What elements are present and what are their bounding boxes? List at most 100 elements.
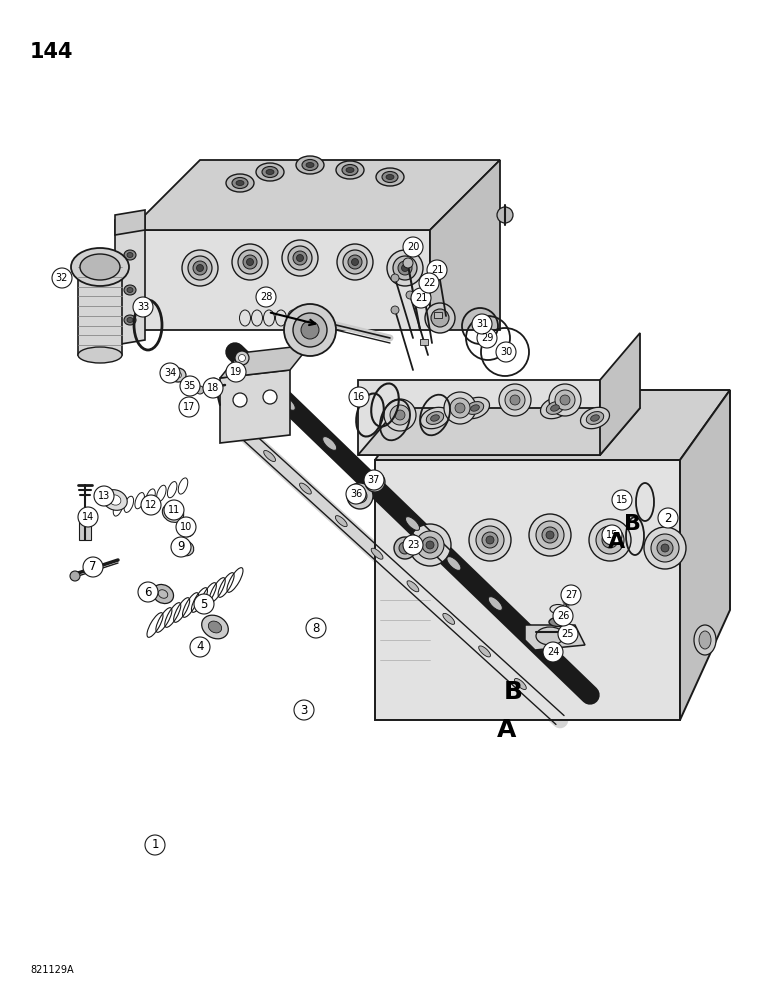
Circle shape	[411, 288, 431, 308]
Ellipse shape	[407, 581, 419, 592]
Circle shape	[543, 642, 563, 662]
Text: 16: 16	[353, 392, 365, 402]
Circle shape	[496, 342, 516, 362]
Ellipse shape	[293, 313, 327, 347]
Ellipse shape	[162, 504, 184, 522]
Text: B: B	[503, 680, 523, 704]
Text: 36: 36	[350, 489, 362, 499]
Ellipse shape	[323, 437, 337, 450]
Ellipse shape	[542, 527, 558, 543]
Text: 30: 30	[500, 347, 512, 357]
Ellipse shape	[256, 163, 284, 181]
Ellipse shape	[208, 621, 222, 633]
Ellipse shape	[405, 517, 419, 530]
Ellipse shape	[549, 384, 581, 416]
Text: 25: 25	[562, 629, 574, 639]
Ellipse shape	[606, 536, 614, 544]
Text: 18: 18	[207, 383, 219, 393]
Text: 11: 11	[168, 505, 180, 515]
Ellipse shape	[591, 415, 599, 421]
Ellipse shape	[193, 261, 207, 275]
Ellipse shape	[342, 164, 358, 176]
Ellipse shape	[550, 405, 560, 411]
Ellipse shape	[243, 255, 257, 269]
Ellipse shape	[302, 159, 318, 170]
Ellipse shape	[262, 166, 278, 178]
Text: 821129A: 821129A	[30, 965, 73, 975]
Circle shape	[477, 328, 497, 348]
Text: 19: 19	[230, 367, 242, 377]
Circle shape	[612, 490, 632, 510]
Ellipse shape	[426, 412, 444, 424]
Ellipse shape	[394, 537, 416, 559]
Circle shape	[176, 517, 196, 537]
Ellipse shape	[376, 168, 404, 186]
Ellipse shape	[602, 532, 618, 548]
Text: 15: 15	[616, 495, 628, 505]
Ellipse shape	[393, 256, 417, 280]
Polygon shape	[130, 160, 500, 230]
Circle shape	[419, 273, 439, 293]
Ellipse shape	[450, 398, 470, 418]
Ellipse shape	[540, 397, 570, 419]
Ellipse shape	[471, 405, 479, 411]
Ellipse shape	[239, 355, 245, 361]
Text: 12: 12	[145, 500, 157, 510]
Ellipse shape	[235, 351, 249, 365]
Ellipse shape	[301, 321, 319, 339]
Polygon shape	[115, 210, 145, 235]
Ellipse shape	[170, 368, 186, 382]
Ellipse shape	[70, 571, 80, 581]
Ellipse shape	[694, 625, 716, 655]
Ellipse shape	[174, 372, 181, 378]
Ellipse shape	[426, 541, 434, 549]
Text: 10: 10	[180, 522, 192, 532]
Ellipse shape	[347, 483, 373, 509]
Text: 32: 32	[56, 273, 68, 283]
Ellipse shape	[399, 542, 411, 554]
Circle shape	[190, 637, 210, 657]
Ellipse shape	[351, 258, 358, 265]
Ellipse shape	[469, 519, 511, 561]
Polygon shape	[375, 390, 730, 460]
Text: 20: 20	[407, 242, 419, 252]
Circle shape	[306, 618, 326, 638]
Ellipse shape	[266, 169, 274, 174]
Ellipse shape	[183, 527, 189, 533]
Polygon shape	[375, 460, 680, 720]
Ellipse shape	[444, 392, 476, 424]
Ellipse shape	[78, 347, 122, 363]
Circle shape	[349, 387, 369, 407]
Ellipse shape	[182, 250, 218, 286]
Ellipse shape	[395, 410, 405, 420]
Circle shape	[180, 376, 200, 396]
Ellipse shape	[536, 521, 564, 549]
Ellipse shape	[390, 405, 410, 425]
Ellipse shape	[281, 397, 296, 410]
Ellipse shape	[201, 615, 229, 639]
Circle shape	[138, 582, 158, 602]
Ellipse shape	[409, 524, 451, 566]
Ellipse shape	[431, 309, 449, 327]
Ellipse shape	[264, 450, 276, 462]
Ellipse shape	[124, 285, 136, 295]
Polygon shape	[115, 215, 145, 345]
Ellipse shape	[109, 495, 121, 505]
Circle shape	[553, 606, 573, 626]
Text: 27: 27	[565, 590, 577, 600]
Ellipse shape	[188, 256, 212, 280]
Text: 28: 28	[260, 292, 273, 302]
Text: 15: 15	[606, 530, 618, 540]
Ellipse shape	[497, 207, 513, 223]
Ellipse shape	[233, 393, 247, 407]
Ellipse shape	[482, 532, 498, 548]
Circle shape	[403, 535, 423, 555]
Text: 1: 1	[151, 838, 159, 852]
Circle shape	[52, 268, 72, 288]
Ellipse shape	[549, 617, 567, 626]
Ellipse shape	[644, 527, 686, 569]
Ellipse shape	[406, 291, 414, 299]
Ellipse shape	[226, 174, 254, 192]
Ellipse shape	[263, 390, 277, 404]
Text: 5: 5	[200, 597, 208, 610]
